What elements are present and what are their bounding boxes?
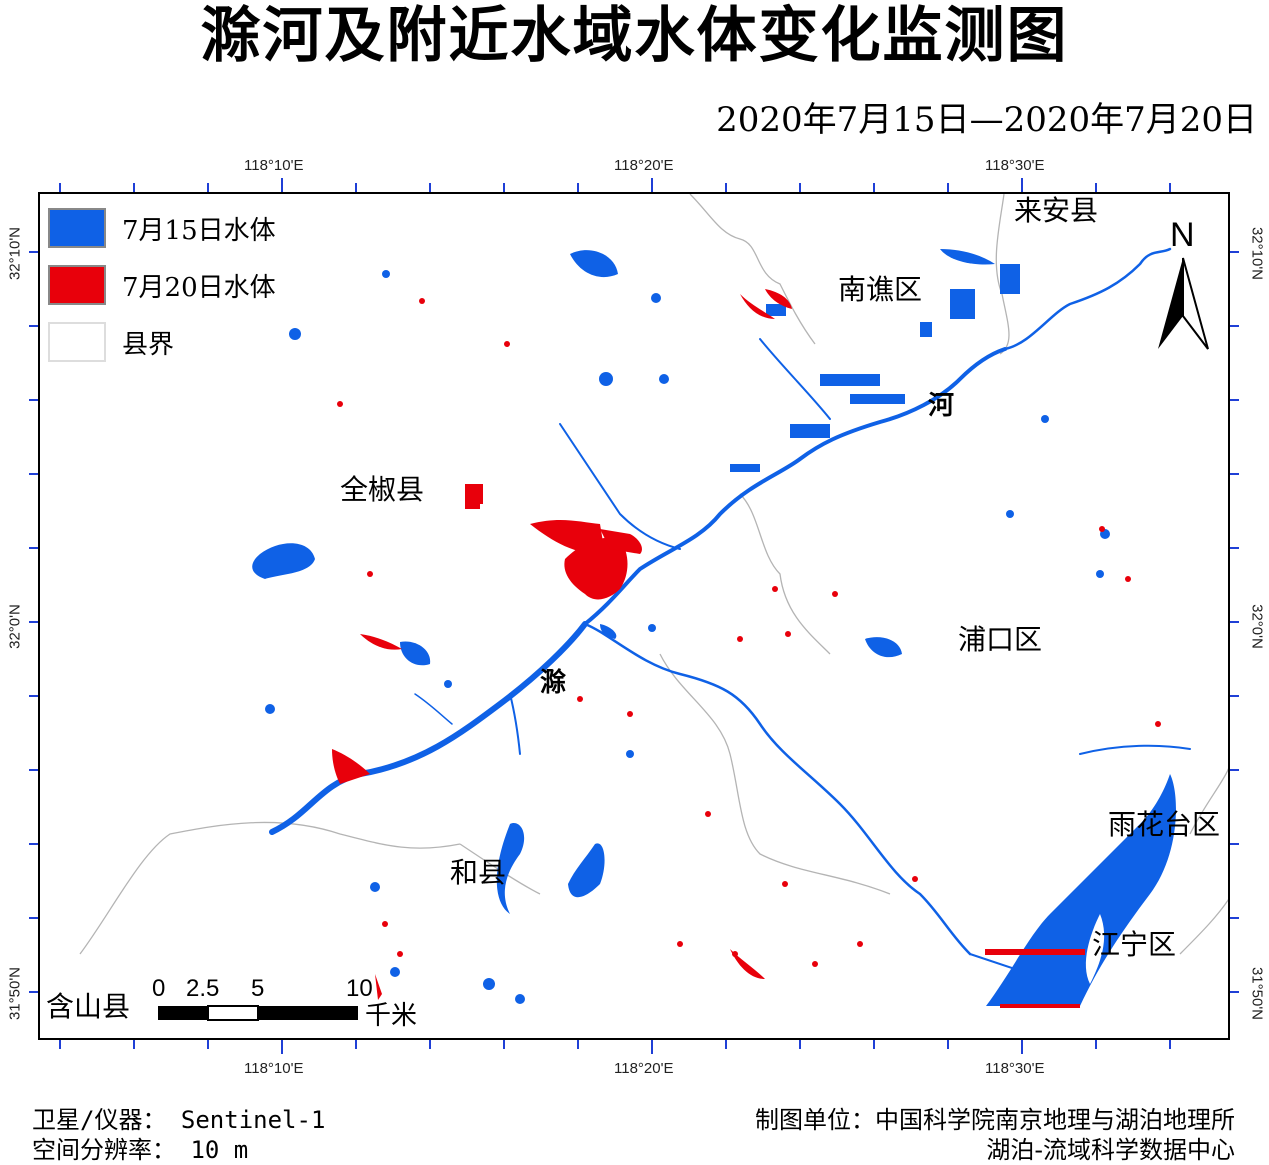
place-laian: 来安县 xyxy=(1014,194,1098,227)
place-chu: 滁 xyxy=(540,667,567,698)
scale-label-2-5: 2.5 xyxy=(186,975,219,1002)
legend-label-jul15: 7月15日水体 xyxy=(122,215,276,246)
legend-item-boundary: 县界 xyxy=(48,322,276,362)
legend-item-jul15: 7月15日水体 xyxy=(48,208,276,248)
scale-bar: 0 2.5 5 10 千米 xyxy=(152,975,417,1031)
scale-unit: 千米 xyxy=(365,1001,417,1031)
place-jiangning: 江宁区 xyxy=(1092,928,1176,961)
legend-item-jul20: 7月20日水体 xyxy=(48,265,276,305)
chu-river xyxy=(269,247,1191,985)
scale-label-5: 5 xyxy=(251,975,264,1002)
legend-label-jul20: 7月20日水体 xyxy=(122,272,276,303)
footer-org-line1: 制图单位：中国科学院南京地理与湖泊地理所 xyxy=(755,1106,1235,1134)
place-nanqiao: 南谯区 xyxy=(838,273,922,306)
footer-org-line2: 湖泊-流域科学数据中心 xyxy=(986,1136,1235,1164)
north-arrow-icon: N xyxy=(1158,216,1209,350)
bottom-lon-label-2: 118°20'E xyxy=(614,1060,674,1077)
place-hexian: 和县 xyxy=(450,856,506,889)
legend: 7月15日水体 7月20日水体 县界 xyxy=(48,208,276,362)
top-lon-label-2: 118°20'E xyxy=(614,157,674,174)
map-canvas: 来安县 南谯区 全椒县 河 滁 浦口区 和县 雨花台区 江宁区 含山县 N 0 … xyxy=(46,194,1228,1031)
footer-satellite: 卫星/仪器： Sentinel-1 xyxy=(32,1106,326,1134)
place-he: 河 xyxy=(928,391,954,421)
legend-swatch-jul20 xyxy=(48,265,106,305)
place-yuhuatai: 雨花台区 xyxy=(1108,808,1220,841)
top-lon-label-1: 118°10'E xyxy=(244,157,304,174)
legend-swatch-jul15 xyxy=(48,208,106,248)
place-quanjiao: 全椒县 xyxy=(340,473,424,506)
date-range: 2020年7月15日—2020年7月20日 xyxy=(716,100,1257,140)
place-hanshan: 含山县 xyxy=(46,990,130,1023)
legend-swatch-boundary xyxy=(48,322,106,362)
footer-resolution: 空间分辨率： 10 m xyxy=(32,1136,249,1164)
place-pukou: 浦口区 xyxy=(958,623,1042,656)
legend-label-boundary: 县界 xyxy=(122,329,175,360)
top-lon-label-3: 118°30'E xyxy=(985,157,1045,174)
map-title: 滁河及附近水域水体变化监测图 xyxy=(200,1,1069,71)
water-jul15 xyxy=(252,249,1176,1006)
scale-label-0: 0 xyxy=(152,975,165,1002)
bottom-lon-label-3: 118°30'E xyxy=(985,1060,1045,1077)
county-boundaries xyxy=(79,194,1228,955)
map-frame[interactable]: 来安县 南谯区 全椒县 河 滁 浦口区 和县 雨花台区 江宁区 含山县 N 0 … xyxy=(38,192,1230,1040)
north-arrow-label: N xyxy=(1170,216,1195,254)
scale-label-10: 10 xyxy=(346,975,373,1002)
bottom-lon-label-1: 118°10'E xyxy=(244,1060,304,1077)
water-jul20 xyxy=(332,289,1161,1008)
